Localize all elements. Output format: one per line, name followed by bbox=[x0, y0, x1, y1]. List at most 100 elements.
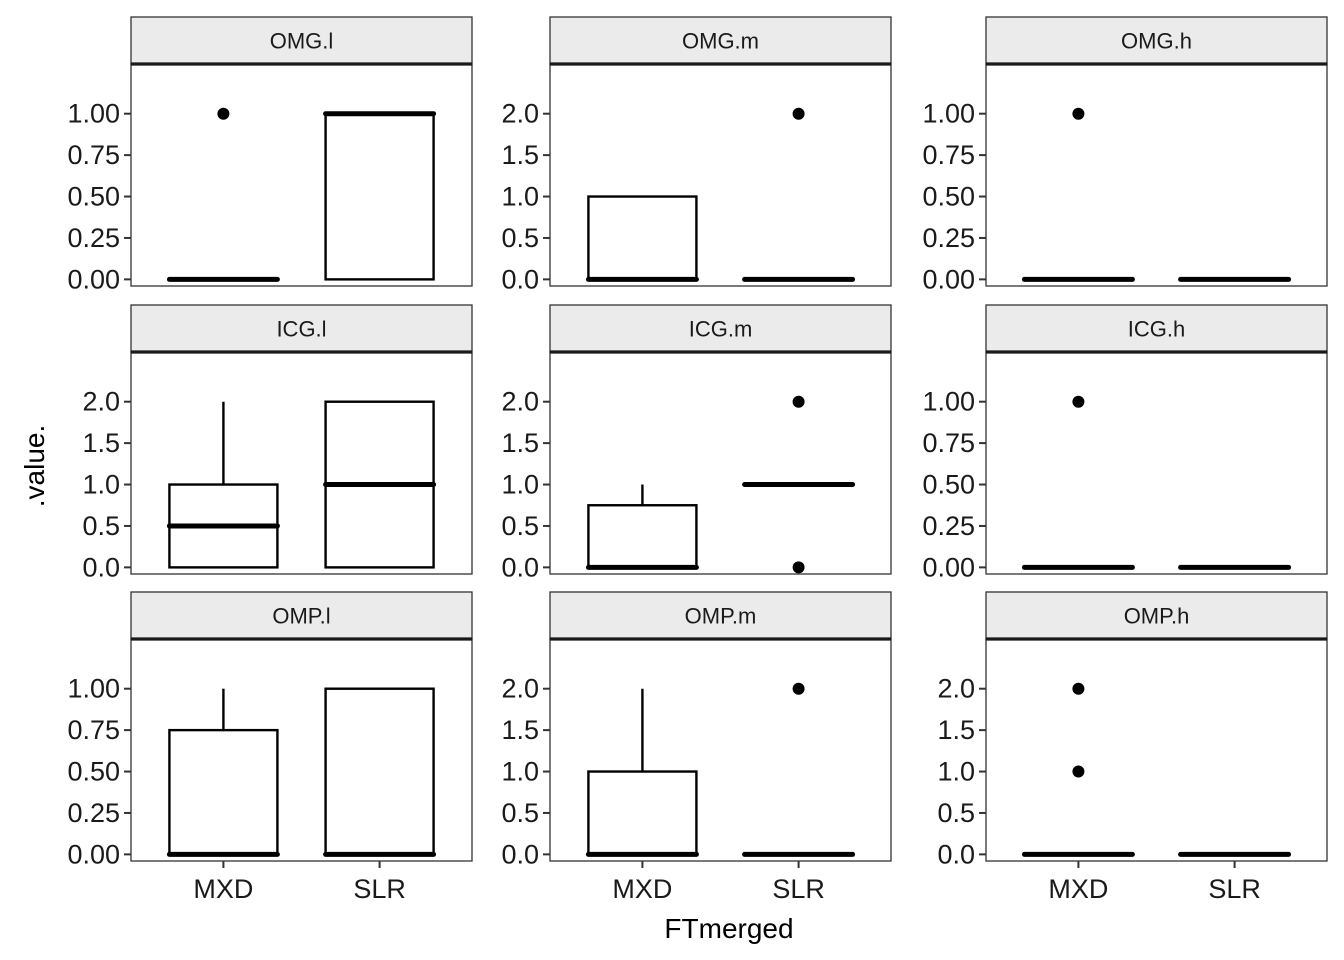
outlier-point bbox=[792, 395, 805, 408]
outlier-point bbox=[217, 107, 230, 120]
box-MXD bbox=[166, 688, 280, 857]
y-tick-label: 1.5 bbox=[82, 428, 120, 458]
facet-strip-label: ICG.l bbox=[276, 317, 326, 342]
y-tick-label: 0.75 bbox=[922, 428, 975, 458]
y-tick-label: 0.00 bbox=[67, 264, 120, 294]
outlier-point bbox=[1072, 682, 1085, 695]
facet-panel-ICG.l: ICG.l 0.0 0.5 1.0 1.5 2.0 bbox=[82, 304, 473, 582]
box-MXD bbox=[166, 401, 280, 569]
y-tick-label: 0.50 bbox=[922, 182, 975, 212]
facet-panel-OMG.m: OMG.m 0.0 0.5 1.0 1.5 2.0 bbox=[501, 16, 892, 294]
y-tick-label: 1.5 bbox=[501, 140, 539, 170]
facet-strip bbox=[549, 16, 892, 65]
y-tick-label: 1.00 bbox=[67, 674, 120, 704]
x-tick-label: MXD bbox=[612, 874, 672, 904]
outlier-point bbox=[1072, 395, 1085, 408]
y-tick-label: 0.5 bbox=[82, 511, 120, 541]
y-tick-label: 2.0 bbox=[501, 387, 539, 417]
y-tick-label: 0.5 bbox=[501, 223, 539, 253]
y-tick-label: 2.0 bbox=[937, 674, 975, 704]
y-axis-title: .value. bbox=[19, 425, 50, 508]
y-tick-label: 0.25 bbox=[922, 511, 975, 541]
outlier-point bbox=[792, 682, 805, 695]
facet-strip bbox=[985, 304, 1328, 353]
box-MXD bbox=[585, 195, 699, 282]
x-tick-label: MXD bbox=[1048, 874, 1108, 904]
outlier-point bbox=[792, 561, 805, 574]
y-tick-label: 1.00 bbox=[922, 387, 975, 417]
outlier-point bbox=[1072, 107, 1085, 120]
box-SLR bbox=[742, 395, 856, 574]
y-tick-label: 0.50 bbox=[922, 470, 975, 500]
box-SLR bbox=[323, 111, 437, 281]
y-tick-label: 0.5 bbox=[501, 511, 539, 541]
y-tick-label: 1.5 bbox=[937, 715, 975, 745]
y-tick-label: 0.25 bbox=[922, 223, 975, 253]
x-axis-title: FTmerged bbox=[664, 913, 793, 944]
facet-panel-OMG.l: OMG.l 0.00 0.25 0.50 0.75 1.00 bbox=[67, 16, 473, 294]
y-tick-label: 0.75 bbox=[67, 140, 120, 170]
y-tick-label: 1.0 bbox=[501, 470, 539, 500]
box-iqr bbox=[168, 728, 279, 856]
y-tick-label: 0.25 bbox=[67, 223, 120, 253]
box-iqr bbox=[587, 770, 698, 856]
facet-strip bbox=[985, 591, 1328, 640]
box-iqr bbox=[587, 195, 698, 281]
y-tick-label: 2.0 bbox=[82, 387, 120, 417]
y-tick-label: 2.0 bbox=[501, 99, 539, 129]
box-MXD bbox=[1021, 395, 1135, 570]
outlier-point bbox=[1072, 765, 1085, 778]
facet-panel-ICG.m: ICG.m 0.0 0.5 1.0 1.5 2.0 bbox=[501, 304, 892, 582]
outlier-point bbox=[792, 107, 805, 120]
y-tick-label: 0.0 bbox=[82, 552, 120, 582]
x-tick-label: SLR bbox=[353, 874, 406, 904]
panel-background bbox=[986, 639, 1327, 861]
facet-panels: OMG.l 0.00 0.25 0.50 0.75 1.00 OMG.m 0.0 0.5 1.0 1… bbox=[67, 16, 1328, 904]
facet-strip-label: OMG.l bbox=[270, 29, 334, 54]
y-tick-label: 1.0 bbox=[937, 757, 975, 787]
y-tick-label: 2.0 bbox=[501, 674, 539, 704]
facet-panel-OMP.h: OMP.h 0.0 0.5 1.0 1.5 2.0 MXD SLR bbox=[937, 591, 1328, 904]
y-tick-label: 0.75 bbox=[922, 140, 975, 170]
y-tick-label: 0.0 bbox=[501, 552, 539, 582]
y-tick-label: 1.00 bbox=[67, 99, 120, 129]
y-tick-label: 0.5 bbox=[937, 798, 975, 828]
box-MXD bbox=[1021, 682, 1135, 857]
y-tick-label: 0.00 bbox=[922, 264, 975, 294]
panel-background bbox=[986, 352, 1327, 574]
box-SLR bbox=[742, 682, 856, 857]
facet-panel-OMP.l: OMP.l 0.00 0.25 0.50 0.75 1.00 MXD SLR bbox=[67, 591, 473, 904]
facet-strip-label: OMG.h bbox=[1121, 29, 1192, 54]
facet-strip-label: OMP.h bbox=[1124, 604, 1190, 629]
box-iqr bbox=[324, 687, 435, 856]
facet-panel-ICG.h: ICG.h 0.00 0.25 0.50 0.75 1.00 bbox=[922, 304, 1328, 582]
facet-panel-OMP.m: OMP.m 0.0 0.5 1.0 1.5 2.0 MXD SLR bbox=[501, 591, 892, 904]
facet-panel-OMG.h: OMG.h 0.00 0.25 0.50 0.75 1.00 bbox=[922, 16, 1328, 294]
box-iqr bbox=[587, 504, 698, 569]
facet-strip bbox=[130, 16, 473, 65]
box-SLR bbox=[323, 687, 437, 857]
y-tick-label: 0.0 bbox=[501, 839, 539, 869]
y-tick-label: 0.00 bbox=[922, 552, 975, 582]
facet-strip-label: OMP.m bbox=[685, 604, 757, 629]
facet-strip-label: OMG.m bbox=[682, 29, 759, 54]
y-tick-label: 0.00 bbox=[67, 839, 120, 869]
box-SLR bbox=[323, 400, 437, 569]
y-tick-label: 1.5 bbox=[501, 715, 539, 745]
box-SLR bbox=[742, 107, 856, 282]
facet-strip-label: ICG.h bbox=[1128, 317, 1185, 342]
facet-strip-label: ICG.m bbox=[689, 317, 753, 342]
facet-strip bbox=[549, 304, 892, 353]
x-tick-label: SLR bbox=[772, 874, 825, 904]
y-tick-label: 0.5 bbox=[501, 798, 539, 828]
box-iqr bbox=[324, 112, 435, 281]
y-tick-label: 1.0 bbox=[501, 757, 539, 787]
y-tick-label: 1.00 bbox=[922, 99, 975, 129]
y-tick-label: 1.0 bbox=[82, 470, 120, 500]
y-tick-label: 0.75 bbox=[67, 715, 120, 745]
y-tick-label: 0.0 bbox=[501, 264, 539, 294]
x-tick-label: MXD bbox=[193, 874, 253, 904]
y-tick-label: 0.0 bbox=[937, 839, 975, 869]
y-tick-label: 0.50 bbox=[67, 182, 120, 212]
